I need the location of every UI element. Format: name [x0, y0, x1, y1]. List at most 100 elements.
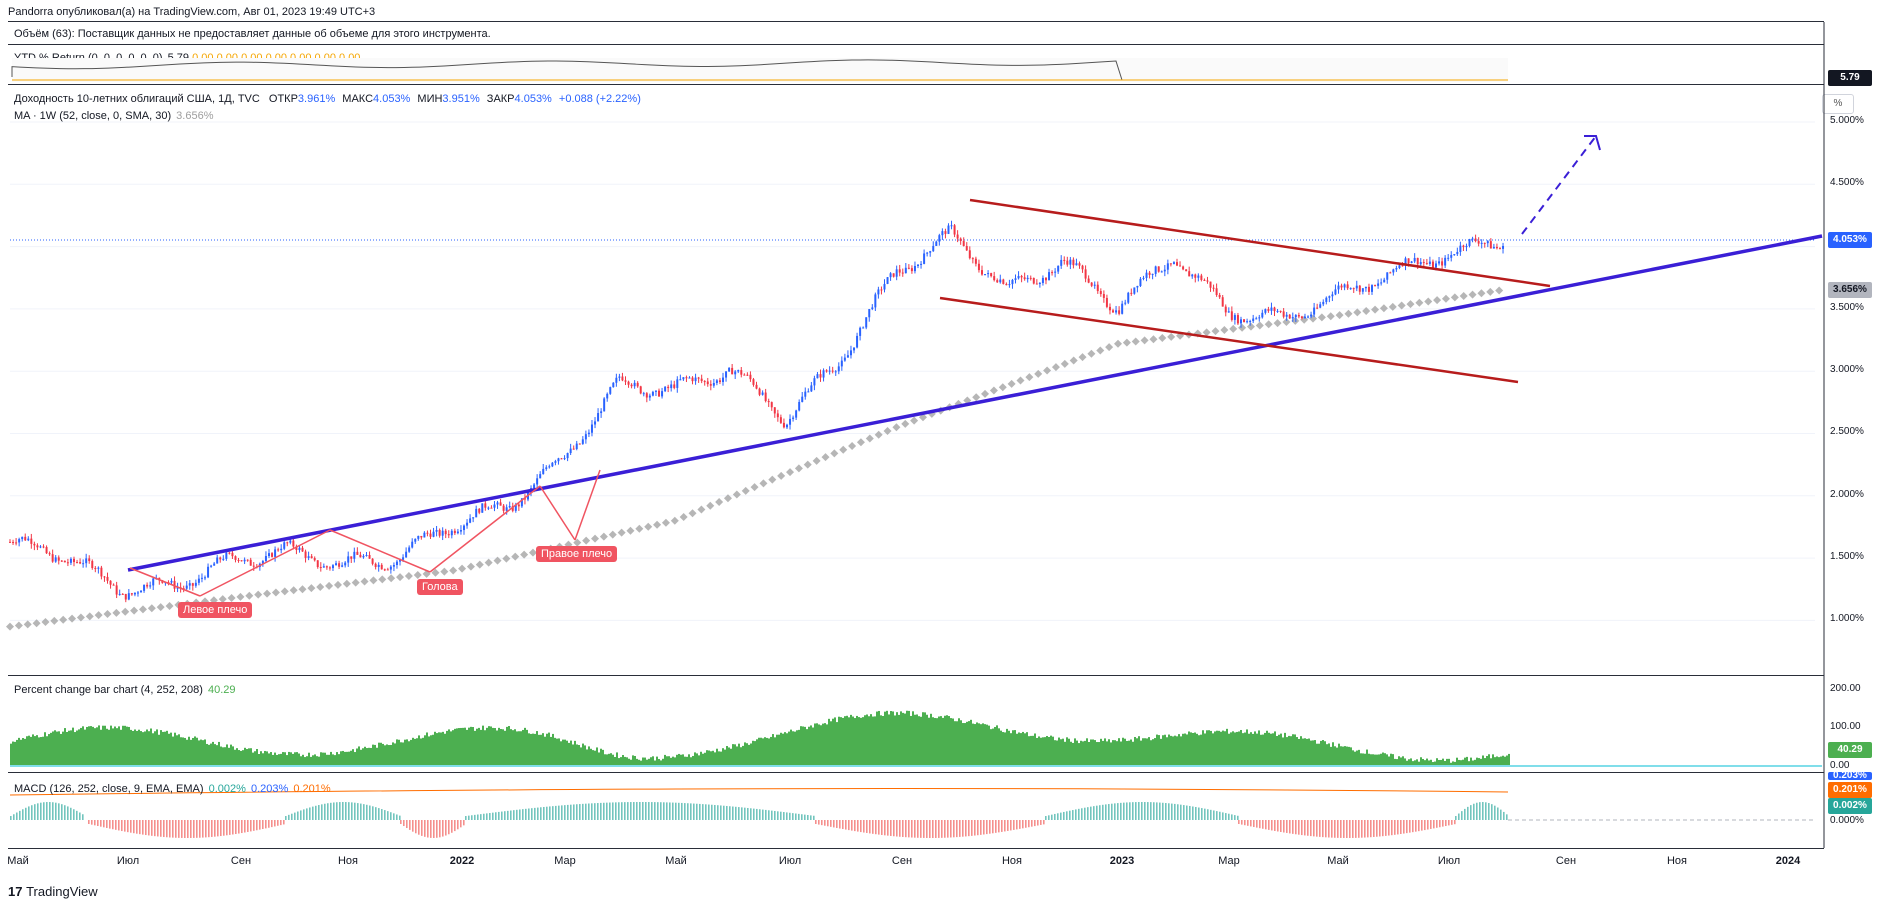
pct-bar — [506, 726, 508, 765]
candle-body — [143, 584, 146, 591]
macd-bar — [839, 820, 841, 829]
candle-body — [197, 578, 200, 583]
ma-marker — [138, 605, 147, 614]
pct-bar — [1304, 738, 1306, 765]
pct-bar — [678, 753, 680, 765]
pct-bar — [792, 731, 794, 765]
pct-bar — [1054, 740, 1056, 765]
pct-bar — [898, 714, 900, 765]
pct-bar — [852, 716, 854, 765]
pct-bar — [818, 724, 820, 765]
tradingview-logo[interactable]: 17 TradingView — [8, 884, 98, 899]
pct-bar — [1134, 736, 1136, 765]
pct-bar — [1396, 759, 1398, 765]
ma-marker — [1007, 379, 1016, 388]
ma-legend[interactable]: MA · 1W (52, close, 0, SMA, 30) 3.656% — [14, 110, 213, 122]
ma-marker — [848, 441, 857, 450]
head-shoulders-line — [539, 485, 576, 541]
pct-bar — [926, 714, 928, 765]
pct-bar — [882, 715, 884, 765]
candle-body — [447, 534, 450, 536]
annotation-right-shoulder[interactable]: Правое плечо — [536, 546, 618, 562]
macd-bar — [1340, 820, 1342, 838]
pct-bar — [440, 732, 442, 765]
candle-body — [249, 559, 252, 566]
pct-bar — [1008, 730, 1010, 765]
macd-bar — [288, 814, 290, 820]
pct-bar — [332, 754, 334, 765]
candle-body — [1212, 287, 1215, 289]
candle-body — [688, 377, 691, 379]
macd-bar — [330, 802, 332, 820]
macd-bar — [938, 820, 940, 838]
pct-bar — [464, 727, 466, 765]
macd-legend[interactable]: MACD (126, 252, close, 9, EMA, EMA) 0.00… — [14, 783, 331, 795]
candle-body — [968, 250, 971, 259]
pct-change-legend[interactable]: Percent change bar chart (4, 252, 208) 4… — [14, 684, 236, 696]
pct-bar — [200, 739, 202, 765]
candle-body — [1395, 267, 1398, 270]
macd-bar — [133, 820, 135, 834]
macd-bar — [908, 820, 910, 838]
pct-bar — [886, 710, 888, 765]
macd-bar — [477, 814, 479, 820]
symbol-legend[interactable]: Доходность 10-летних облигаций США, 1Д, … — [14, 93, 641, 105]
pct-bar — [208, 744, 210, 765]
candle-body — [1142, 277, 1145, 279]
macd-bar — [1192, 806, 1194, 820]
pct-bar — [796, 730, 798, 765]
macd-bar — [866, 820, 868, 833]
pct-bar — [724, 749, 726, 765]
candle-body — [377, 564, 380, 567]
pct-bar — [1280, 733, 1282, 765]
macd-bar — [684, 803, 686, 820]
candle-body — [917, 264, 920, 266]
candle-body — [971, 258, 974, 260]
candle-body — [66, 562, 69, 564]
macd-bar — [1177, 804, 1179, 820]
candle-body — [536, 478, 539, 485]
candle-body — [749, 374, 752, 380]
pct-bar — [188, 736, 190, 765]
macd-bar — [1099, 805, 1101, 820]
pct-bar — [1098, 742, 1100, 765]
pct-bar — [170, 732, 172, 765]
candle-body — [685, 377, 688, 379]
pct-bar — [1026, 732, 1028, 765]
candle-body — [362, 555, 365, 558]
pct-bar — [1372, 754, 1374, 765]
pct-bar — [980, 724, 982, 765]
annotation-left-shoulder[interactable]: Левое плечо — [178, 602, 253, 618]
pct-bar — [510, 729, 512, 765]
candle-body — [15, 542, 18, 544]
pct-bar — [652, 756, 654, 765]
pct-bar — [112, 728, 114, 765]
macd-bar — [950, 820, 952, 838]
x-tick: Июл — [778, 855, 802, 867]
drawings[interactable] — [127, 135, 1823, 597]
macd-bar — [989, 820, 991, 834]
pct-bar — [1150, 740, 1152, 765]
candle-body — [1276, 310, 1279, 312]
pct-bar — [1090, 739, 1092, 765]
macd-bar — [959, 820, 961, 837]
ma-marker — [901, 419, 910, 428]
macd-bar — [1292, 820, 1294, 834]
pct-bar — [726, 746, 728, 765]
candle-body — [1130, 292, 1133, 294]
pct-bar — [92, 726, 94, 765]
pct-bar — [1078, 743, 1080, 765]
candle-body — [700, 378, 703, 382]
annotation-head[interactable]: Голова — [417, 579, 463, 595]
macd-bar — [624, 802, 626, 820]
percent-scale-button[interactable]: % — [1822, 94, 1854, 114]
candle-body — [456, 531, 459, 534]
pct-bar — [880, 715, 882, 765]
macd-bar — [759, 809, 761, 820]
percent-change-bars — [10, 710, 1822, 767]
pct-bar — [182, 737, 184, 765]
pct-bar — [478, 727, 480, 765]
y-tick: 100.00 — [1830, 721, 1861, 732]
pct-bar — [1462, 759, 1464, 765]
